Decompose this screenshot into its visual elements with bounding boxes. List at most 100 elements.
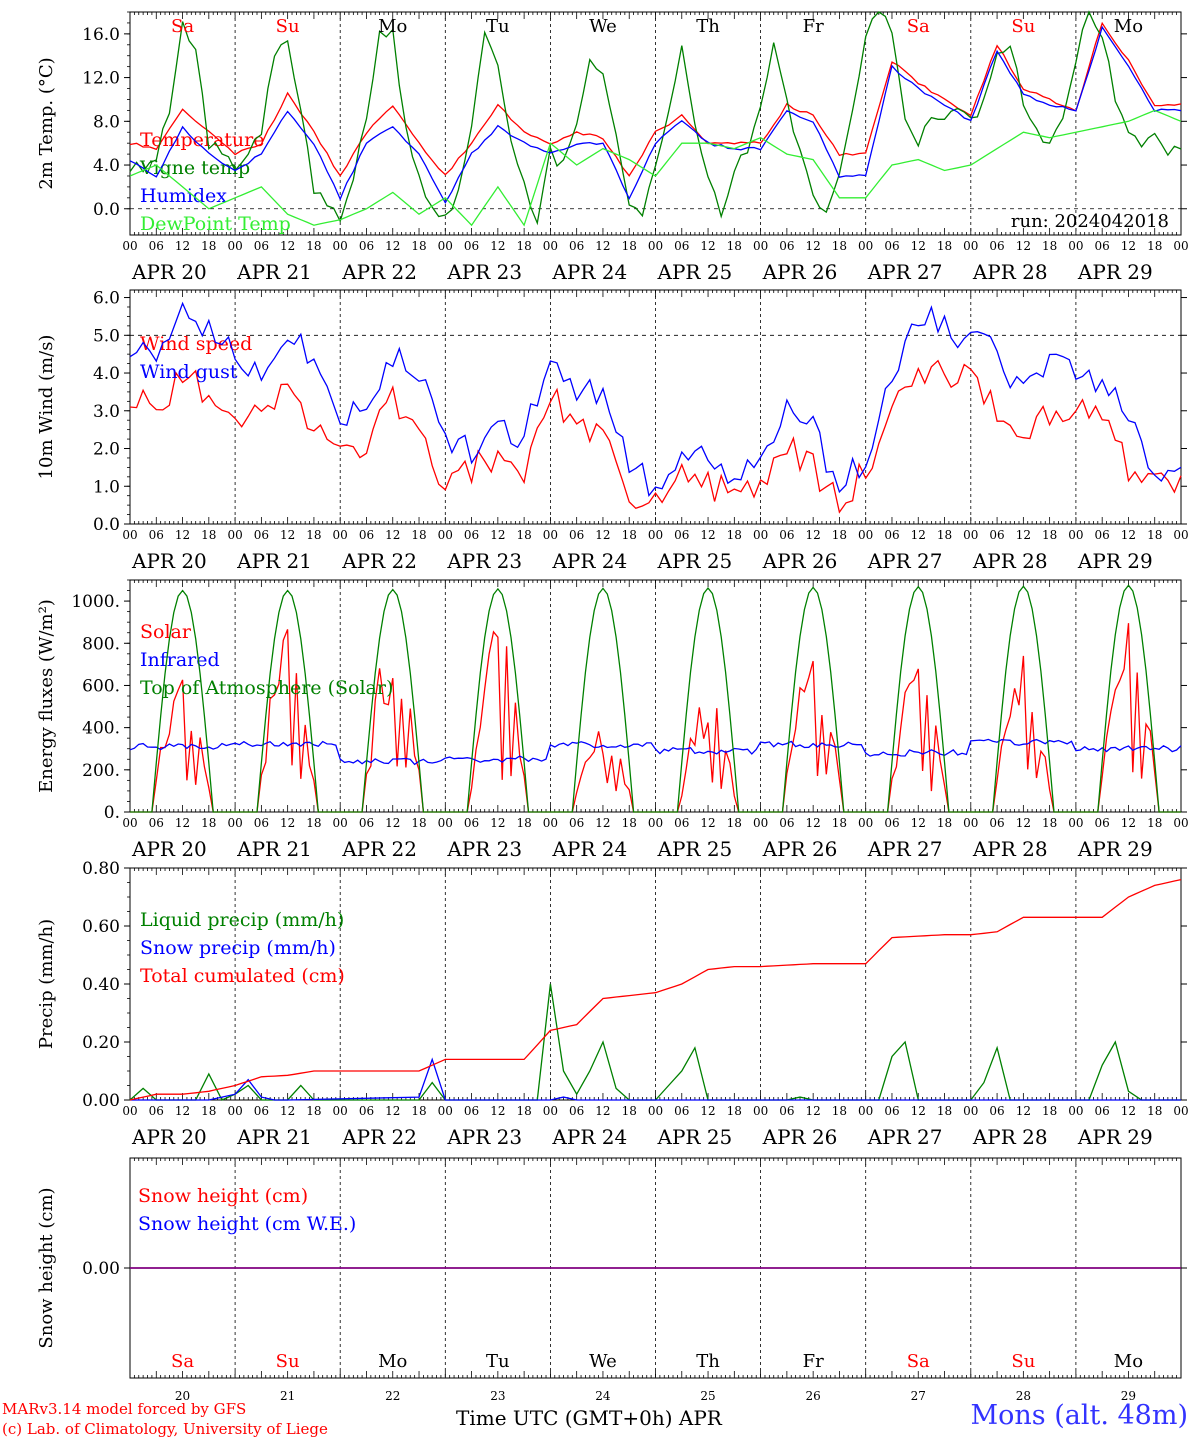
hour-tick-label: 00 — [858, 528, 873, 542]
hour-tick-label: 18 — [411, 1104, 426, 1118]
hour-tick-label: 06 — [569, 528, 584, 542]
hour-tick-label: 12 — [1121, 528, 1136, 542]
day-label: APR 27 — [867, 1125, 943, 1149]
day-label: APR 25 — [657, 260, 733, 284]
hour-tick-label: 06 — [989, 239, 1004, 253]
hour-tick-label: 06 — [569, 1104, 584, 1118]
hour-tick-label: 12 — [490, 816, 505, 830]
hour-tick-label: 06 — [464, 528, 479, 542]
hour-tick-label: 06 — [674, 239, 689, 253]
weekday-label: Mo — [1114, 16, 1143, 37]
day-label: APR 26 — [762, 837, 838, 861]
y-tick-label: 0.20 — [82, 1033, 120, 1053]
series-line-humidex — [129, 25, 1182, 205]
hour-tick-label: 06 — [569, 239, 584, 253]
day-number-label: 20 — [175, 1389, 190, 1403]
hour-tick-label: 00 — [333, 528, 348, 542]
hour-tick-label: 00 — [227, 239, 242, 253]
hour-tick-label: 12 — [911, 528, 926, 542]
y-tick-label: 5.0 — [93, 326, 120, 346]
hour-tick-label: 12 — [175, 239, 190, 253]
day-label: APR 29 — [1077, 1125, 1153, 1149]
hour-tick-label: 00 — [543, 239, 558, 253]
hour-tick-label: 00 — [227, 1104, 242, 1118]
hour-tick-label: 06 — [1095, 239, 1110, 253]
day-number-label: 26 — [806, 1389, 821, 1403]
day-label: APR 22 — [341, 549, 417, 573]
hour-tick-label: 18 — [937, 1104, 952, 1118]
hour-tick-label: 18 — [727, 239, 742, 253]
hour-tick-label: 06 — [464, 239, 479, 253]
hour-tick-label: 00 — [227, 528, 242, 542]
day-label: APR 25 — [657, 1125, 733, 1149]
hour-tick-label: 12 — [700, 239, 715, 253]
y-tick-label: 4.0 — [93, 364, 120, 384]
hour-tick-label: 18 — [937, 528, 952, 542]
legend-entry: Infrared — [140, 649, 220, 671]
hour-tick-label: 00 — [858, 816, 873, 830]
y-tick-label: 400. — [82, 719, 120, 739]
hour-tick-label: 00 — [753, 528, 768, 542]
hour-tick-label: 18 — [306, 1104, 321, 1118]
day-label: APR 27 — [867, 260, 943, 284]
hour-tick-label: 12 — [595, 816, 610, 830]
day-label: APR 20 — [131, 260, 207, 284]
hour-tick-label: 12 — [911, 816, 926, 830]
hour-tick-label: 06 — [1095, 816, 1110, 830]
run-annotation: run: 2024042018 — [1011, 211, 1169, 232]
hour-tick-label: 06 — [674, 1104, 689, 1118]
hour-tick-label: 18 — [727, 816, 742, 830]
y-tick-label: 0.80 — [82, 859, 120, 879]
hour-tick-label: 18 — [622, 528, 637, 542]
day-label: APR 25 — [657, 549, 733, 573]
legend-entry: Wind speed — [140, 333, 252, 355]
y-tick-label: 0.40 — [82, 975, 120, 995]
hour-tick-label: 06 — [149, 528, 164, 542]
hour-tick-label: 12 — [1121, 816, 1136, 830]
weekday-label: Mo — [378, 1351, 407, 1372]
hour-tick-label: 00 — [543, 1104, 558, 1118]
hour-tick-label: 06 — [674, 528, 689, 542]
hour-tick-label: 18 — [201, 816, 216, 830]
hour-tick-label: 18 — [306, 816, 321, 830]
hour-tick-label: 12 — [806, 239, 821, 253]
y-tick-label: 4.0 — [93, 156, 120, 176]
weekday-label: Su — [1011, 1351, 1035, 1372]
hour-tick-label: 06 — [779, 528, 794, 542]
hour-tick-label: 00 — [963, 1104, 978, 1118]
legend-entry: Solar — [140, 621, 192, 643]
y-tick-label: 800. — [82, 634, 120, 654]
hour-tick-label: 00 — [122, 528, 137, 542]
hour-tick-label: 18 — [1147, 528, 1162, 542]
day-label: APR 23 — [446, 837, 522, 861]
hour-tick-label: 12 — [175, 528, 190, 542]
day-number-label: 23 — [490, 1389, 505, 1403]
day-label: APR 21 — [236, 837, 312, 861]
day-number-label: 24 — [595, 1389, 611, 1403]
y-axis-label: 2m Temp. (°C) — [36, 57, 57, 189]
hour-tick-label: 18 — [516, 1104, 531, 1118]
hour-tick-label: 12 — [385, 1104, 400, 1118]
y-tick-label: 0.0 — [93, 515, 120, 535]
station-name: Mons (alt. 48m) — [970, 1400, 1188, 1431]
day-label: APR 21 — [236, 260, 312, 284]
hour-tick-label: 18 — [1042, 1104, 1057, 1118]
hour-tick-label: 06 — [1095, 1104, 1110, 1118]
hour-tick-label: 12 — [700, 816, 715, 830]
hour-tick-label: 18 — [201, 1104, 216, 1118]
hour-tick-label: 06 — [149, 816, 164, 830]
hour-tick-label: 00 — [122, 239, 137, 253]
hour-tick-label: 12 — [806, 1104, 821, 1118]
hour-tick-label: 18 — [411, 528, 426, 542]
hour-tick-label: 06 — [464, 1104, 479, 1118]
legend-entry: Humidex — [140, 185, 227, 207]
hour-tick-label: 18 — [411, 239, 426, 253]
day-label: APR 22 — [341, 260, 417, 284]
legend-entry: Liquid precip (mm/h) — [140, 909, 344, 931]
weekday-label: Th — [696, 16, 720, 37]
hour-tick-label: 06 — [359, 239, 374, 253]
day-label: APR 20 — [131, 1125, 207, 1149]
hour-tick-label: 18 — [937, 239, 952, 253]
day-label: APR 28 — [972, 549, 1048, 573]
hour-tick-label: 18 — [306, 528, 321, 542]
